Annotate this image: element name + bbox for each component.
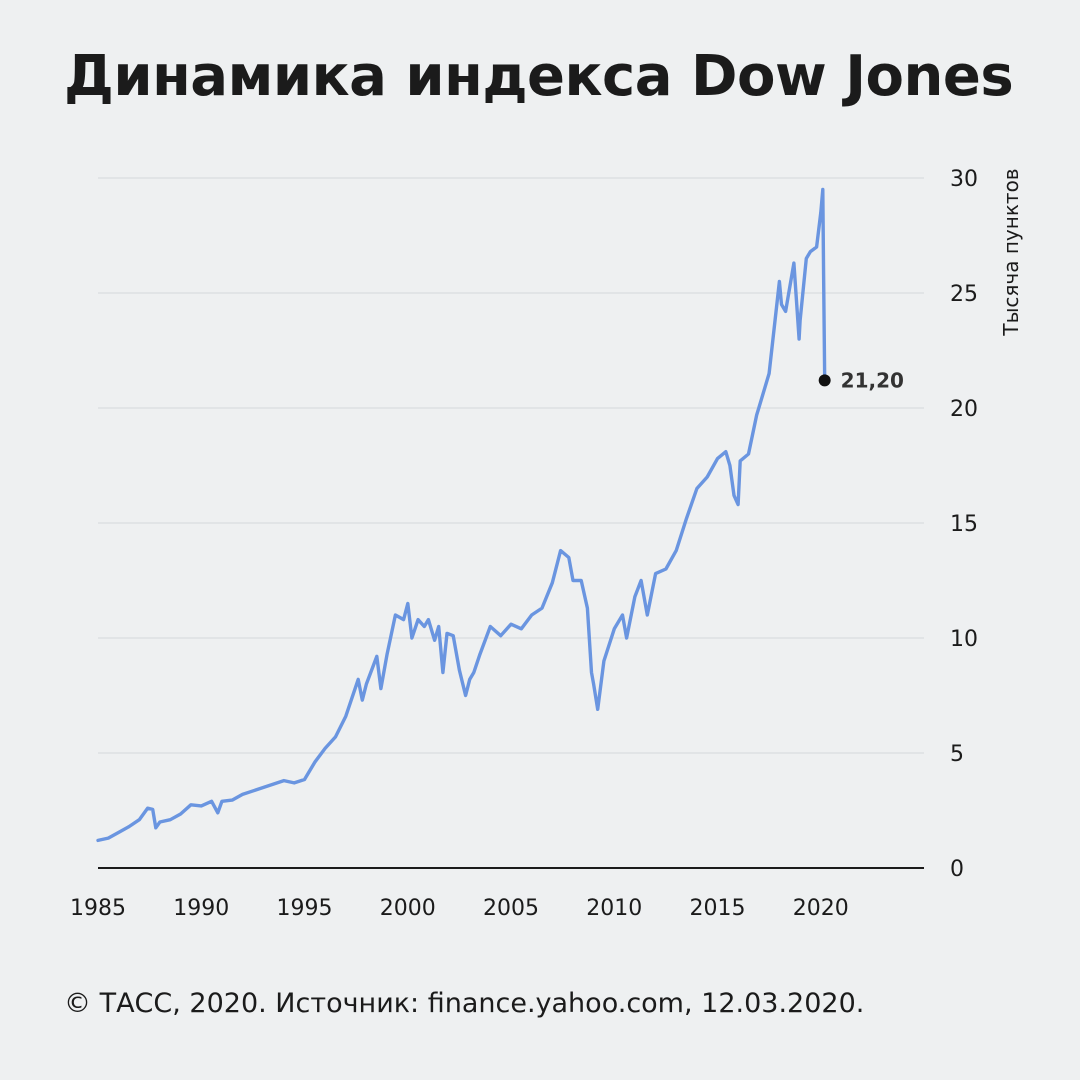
x-tick-label: 1990 [173,896,229,921]
source-footer: © ТАСС, 2020. Источник: finance.yahoo.co… [64,988,865,1019]
y-tick-label: 10 [950,627,978,652]
x-tick-label: 1985 [70,896,126,921]
y-tick-label: 0 [950,857,964,882]
x-tick-label: 2005 [483,896,539,921]
y-axis: 0 5 10 15 20 25 30 [950,167,978,882]
y-tick-label: 20 [950,397,978,422]
y-axis-title: Тысяча пунктов [999,168,1023,336]
x-tick-label: 1995 [277,896,333,921]
chart-title: Динамика индекса Dow Jones [64,44,1014,109]
x-axis: 1985 1990 1995 2000 2005 2010 2015 2020 [70,896,849,921]
y-tick-label: 15 [950,512,978,537]
series-line [96,187,827,843]
last-value-marker [818,374,831,387]
x-tick-label: 2010 [586,896,642,921]
x-tick-label: 2015 [690,896,746,921]
x-tick-label: 2000 [380,896,436,921]
y-tick-label: 5 [950,742,964,767]
grid [98,177,924,754]
x-tick-label: 2020 [793,896,849,921]
y-tick-label: 30 [950,167,978,192]
last-value-label: 21,20 [841,368,904,392]
y-tick-label: 25 [950,282,978,307]
